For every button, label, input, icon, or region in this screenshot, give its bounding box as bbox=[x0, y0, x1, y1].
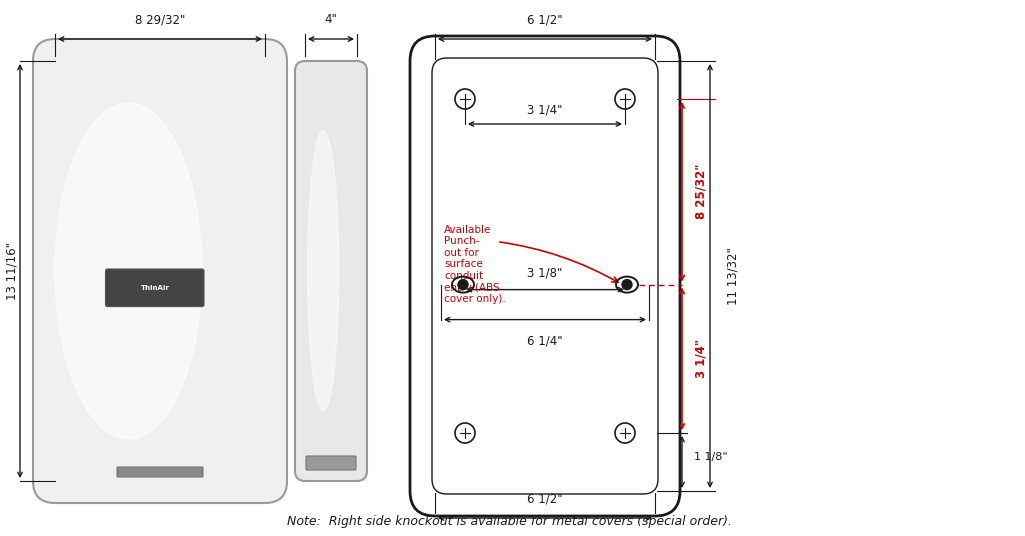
FancyBboxPatch shape bbox=[106, 269, 204, 307]
Text: ThinAir: ThinAir bbox=[141, 285, 170, 291]
Text: 6 1/4": 6 1/4" bbox=[527, 334, 563, 348]
Text: Available
Punch-
out for
surface
conduit
entry (ABS
cover only).: Available Punch- out for surface conduit… bbox=[444, 225, 505, 304]
Text: 11 13/32": 11 13/32" bbox=[727, 247, 740, 305]
FancyBboxPatch shape bbox=[306, 456, 356, 470]
Text: 3 1/4": 3 1/4" bbox=[527, 103, 563, 116]
Text: 3 1/8": 3 1/8" bbox=[527, 266, 563, 280]
Text: 6 1/2": 6 1/2" bbox=[527, 492, 563, 505]
Text: 1 1/8": 1 1/8" bbox=[694, 452, 728, 462]
Text: 8 29/32": 8 29/32" bbox=[135, 13, 186, 26]
Ellipse shape bbox=[308, 131, 339, 411]
FancyBboxPatch shape bbox=[295, 61, 367, 481]
FancyBboxPatch shape bbox=[410, 36, 680, 516]
Text: Note:  Right side knockout is available for metal covers (special order).: Note: Right side knockout is available f… bbox=[287, 515, 733, 528]
FancyBboxPatch shape bbox=[33, 39, 287, 503]
Text: 3 1/4": 3 1/4" bbox=[694, 339, 707, 378]
Text: 13 11/16": 13 11/16" bbox=[5, 242, 18, 300]
Text: 6 1/2": 6 1/2" bbox=[527, 13, 563, 26]
Ellipse shape bbox=[55, 103, 202, 439]
Circle shape bbox=[458, 280, 468, 289]
Text: 8 25/32": 8 25/32" bbox=[694, 164, 707, 219]
Circle shape bbox=[622, 280, 632, 289]
Text: 4": 4" bbox=[325, 13, 337, 26]
FancyBboxPatch shape bbox=[117, 467, 203, 477]
